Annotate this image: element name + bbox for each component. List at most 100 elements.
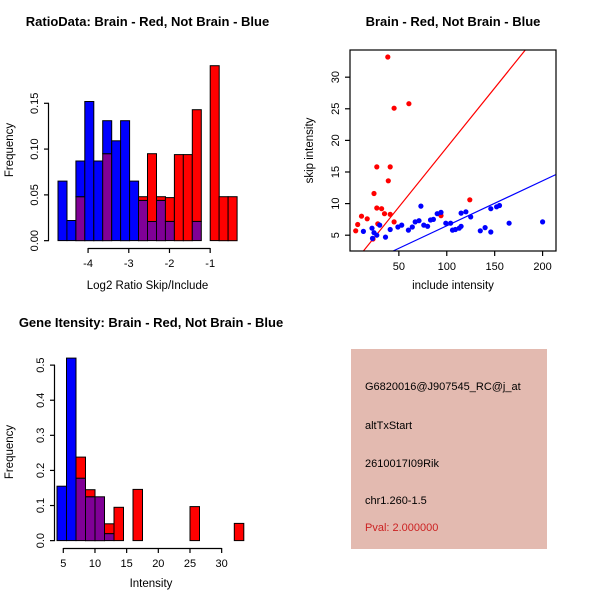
red-regression-line <box>362 49 526 252</box>
scatter-point-red <box>374 164 380 170</box>
hist-bar-blue <box>66 220 77 242</box>
y-tick-label: 20 <box>330 134 342 146</box>
intensity-scatter-panel: 50 100 150 200 5 10 15 20 25 30 Brain - Red, Not B… <box>304 14 557 292</box>
event-type-text: altTxStart <box>365 420 413 432</box>
x-tick-label: -2 <box>165 258 175 270</box>
scatter-point-blue <box>463 209 469 215</box>
y-tick-label: 10 <box>330 197 342 209</box>
scatter-point-blue <box>496 202 503 209</box>
hist-bar-overlap <box>164 220 175 242</box>
hist-bar-overlap <box>75 477 86 542</box>
scatter-point-blue <box>369 235 376 241</box>
scatter-point-blue <box>540 219 546 225</box>
x-axis-label: Log2 Ratio Skip/Include <box>87 280 208 292</box>
x-tick-label: 10 <box>89 558 101 570</box>
hist-bar-overlap <box>104 533 115 542</box>
hist-bar-overlap <box>85 496 96 542</box>
x-tick-label: 100 <box>438 261 456 273</box>
hist-bar-red <box>173 154 184 242</box>
hist-bar-blue <box>84 101 95 242</box>
y-tick-label: 0.0 <box>35 533 47 548</box>
gene-intensity-histogram-panel: 5 10 15 20 25 30 0.0 0.1 0.2 0.3 0.4 0.5 Gene Itensi… <box>4 315 283 590</box>
y-tick-label: 0.00 <box>29 230 41 251</box>
hist-bar-overlap <box>191 220 202 242</box>
scatter-point-blue <box>405 227 411 233</box>
y-tick-label: 5 <box>330 232 342 238</box>
scatter-point-blue <box>468 214 474 220</box>
scatter-point-red <box>353 228 359 234</box>
hist-bar-blue <box>66 357 77 542</box>
blue-regression-line <box>392 173 557 252</box>
hist-bar-blue <box>129 180 140 242</box>
scatter-point-blue <box>409 224 415 230</box>
scatter-point-red <box>355 221 361 228</box>
scatter-point-blue <box>477 228 483 234</box>
hist-bar-overlap <box>94 496 105 542</box>
hist-bar-blue <box>57 180 68 242</box>
scatter-point-blue <box>425 223 431 229</box>
hist-bar-overlap <box>75 196 86 242</box>
scatter-point-blue <box>382 234 389 240</box>
hist-bar-red <box>113 506 124 542</box>
locus-text: chr1.260-1.5 <box>365 495 427 507</box>
gene-symbol-text: 2610017I09Rik <box>365 458 440 470</box>
hist-bar-red <box>227 196 238 242</box>
scatter-point-blue <box>399 222 405 228</box>
scatter-point-blue <box>488 206 494 212</box>
scatter-point-blue <box>506 220 512 226</box>
x-tick-label: 5 <box>60 558 66 570</box>
hist-bar-red <box>156 196 166 201</box>
hist-bar-red <box>191 109 202 222</box>
scatter-point-blue <box>416 218 422 224</box>
hist-bar-blue <box>56 485 67 542</box>
ratio-histogram-panel: -4 -3 -2 -1 0.00 0.05 0.10 0.15 RatioData: Brain… <box>4 14 269 292</box>
y-tick-label: 0.10 <box>29 138 41 159</box>
hist-bar-blue <box>75 160 86 198</box>
scatter-point-blue <box>374 232 380 238</box>
hist-bar-overlap <box>102 153 113 242</box>
panel-title: RatioData: Brain - Red, Not Brain - Blue <box>26 14 269 29</box>
info-panel: G6820016@J907545_RC@j_at altTxStart 2610… <box>351 349 547 549</box>
hist-bar-red <box>104 523 115 535</box>
scatter-point-blue <box>430 216 436 222</box>
y-tick-label: 0.4 <box>35 393 47 408</box>
gene-info-quadrant: G6820016@J907545_RC@j_at altTxStart 2610… <box>300 300 600 600</box>
scatter-point-blue <box>443 220 449 226</box>
panel-title: Brain - Red, Not Brain - Blue <box>366 14 541 29</box>
pval-text: Pval: 2.000000 <box>365 522 439 534</box>
x-tick-label: -1 <box>205 258 215 270</box>
scatter-point-red <box>387 164 393 170</box>
x-tick-label: 200 <box>533 261 551 273</box>
scatter-point-red <box>391 105 397 111</box>
scatter-point-blue <box>448 220 454 226</box>
hist-bar-blue <box>120 120 131 242</box>
scatter-point-red <box>467 197 473 203</box>
scatter-point-red <box>391 219 397 225</box>
hist-bar-red <box>138 196 148 201</box>
hist-bar-red <box>75 456 86 479</box>
hist-bar-overlap <box>147 220 157 242</box>
x-tick-label: 20 <box>152 558 164 570</box>
hist-bar-red <box>218 196 229 242</box>
y-tick-label: 15 <box>330 166 342 178</box>
x-tick-label: 30 <box>216 558 228 570</box>
y-tick-label: 0.3 <box>35 428 47 443</box>
scatter-point-blue <box>387 226 393 233</box>
scatter-point-blue <box>360 228 366 234</box>
scatter-point-red <box>381 211 388 217</box>
scatter-point-red <box>374 205 380 211</box>
scatter-point-blue <box>377 222 383 228</box>
scatter-point-blue <box>438 209 444 215</box>
scatter-point-red <box>358 213 365 219</box>
y-tick-label: 0.5 <box>35 357 47 372</box>
hist-bar-red <box>147 153 157 222</box>
scatter-point-blue <box>458 210 464 216</box>
hist-bar-blue <box>102 120 113 155</box>
plot-box <box>349 49 557 252</box>
probe-id-text: G6820016@J907545_RC@j_at <box>365 381 521 393</box>
y-axis-label: Frequency <box>4 123 16 178</box>
y-tick-label: 30 <box>330 71 342 83</box>
y-tick-label: 0.2 <box>35 463 47 478</box>
y-tick-label: 0.05 <box>29 184 41 205</box>
